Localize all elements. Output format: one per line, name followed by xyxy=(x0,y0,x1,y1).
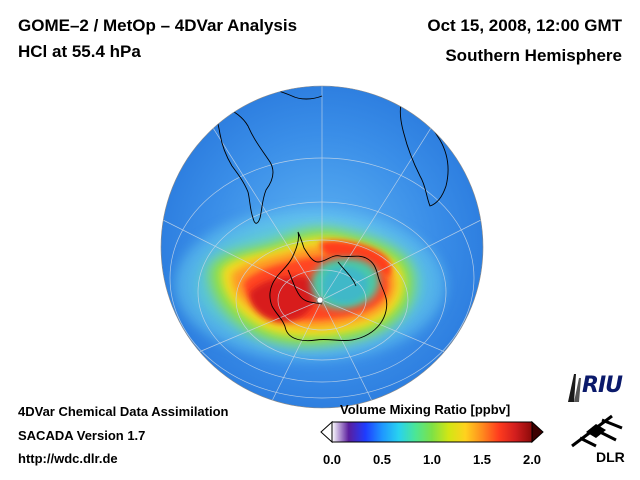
footer-url[interactable]: http://wdc.dlr.de xyxy=(18,451,118,466)
africa-coast xyxy=(399,95,449,207)
colorbar xyxy=(320,420,544,444)
antarctica-coast xyxy=(269,231,388,342)
footer-line-2: SACADA Version 1.7 xyxy=(18,428,146,443)
south-pole-marker xyxy=(316,296,324,304)
colorbar-tick-label: 2.0 xyxy=(522,452,542,467)
colorbar-tick-label: 0.0 xyxy=(322,452,342,467)
colorbar-high-arrow xyxy=(531,420,544,444)
colorbar-tick-label: 1.0 xyxy=(422,452,442,467)
colorbar-ramp xyxy=(331,421,533,443)
riu-logo xyxy=(566,370,630,404)
riu-logo-text: RIU xyxy=(582,373,623,398)
map-subtitle: HCl at 55.4 hPa xyxy=(18,42,141,61)
coastlines xyxy=(214,86,449,342)
date-label: Oct 15, 2008, 12:00 GMT xyxy=(427,16,622,35)
map-title: GOME–2 / MetOp – 4DVar Analysis xyxy=(18,16,298,35)
footer-line-1: 4DVar Chemical Data Assimilation xyxy=(18,404,229,419)
south-america-coast xyxy=(214,86,323,224)
dlr-logo-text: DLR xyxy=(596,449,625,465)
globe-edge xyxy=(160,85,484,409)
graticule xyxy=(162,86,482,406)
region-label: Southern Hemisphere xyxy=(445,46,622,65)
colorbar-title: Volume Mixing Ratio [ppbv] xyxy=(340,402,511,417)
colorbar-low-arrow xyxy=(320,420,333,444)
colorbar-tick-label: 1.5 xyxy=(472,452,492,467)
colorbar-tick-label: 0.5 xyxy=(372,452,392,467)
dlr-logo-icon xyxy=(571,414,623,448)
